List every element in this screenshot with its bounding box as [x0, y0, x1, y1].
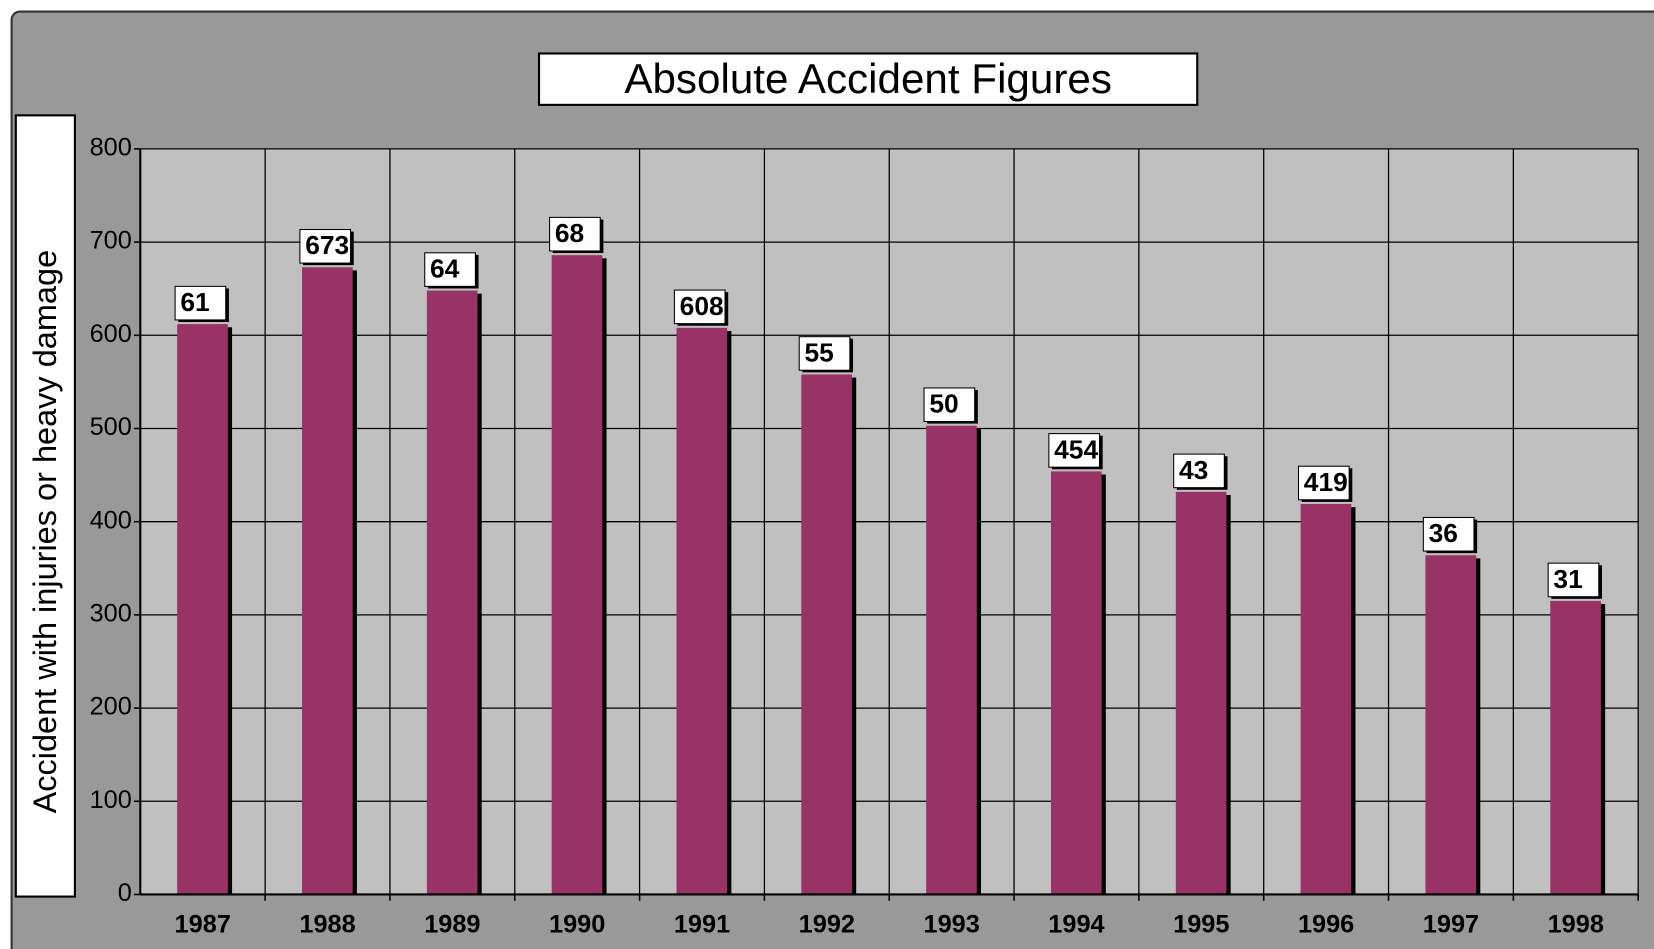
bar — [926, 425, 977, 895]
data-label: 50 — [929, 389, 958, 419]
bar — [1175, 491, 1227, 895]
data-label-box — [1297, 465, 1350, 501]
x-tick-label: 1998 — [1548, 911, 1604, 939]
marks: 61 673 64 68 608 55 50 454 43 419 36 31 — [174, 216, 1606, 895]
data-label: 673 — [305, 230, 349, 260]
data-label-box — [1547, 562, 1600, 598]
data-label: 608 — [680, 291, 724, 321]
bar — [1050, 471, 1102, 895]
data-label-box — [299, 228, 352, 264]
bar — [801, 374, 852, 895]
chart-title: Absolute Accident Figures — [624, 55, 1112, 102]
y-tick-label: 300 — [90, 600, 132, 628]
data-label-box — [798, 336, 851, 371]
title-box — [537, 52, 1199, 106]
bar — [302, 267, 353, 895]
data-label-box — [1173, 453, 1225, 489]
bar — [551, 255, 603, 895]
data-label: 64 — [430, 254, 460, 284]
bar — [177, 324, 228, 895]
data-label-box — [1048, 433, 1101, 468]
data-label: 43 — [1179, 455, 1208, 485]
x-tick-label: 1995 — [1173, 911, 1229, 939]
x-tick-label: 1996 — [1298, 911, 1354, 939]
data-label: 55 — [804, 338, 833, 368]
data-label: 36 — [1429, 518, 1458, 548]
y-tick-label: 500 — [90, 413, 132, 441]
bar — [1300, 503, 1352, 895]
x-tick-label: 1987 — [175, 911, 231, 939]
data-label: 31 — [1553, 564, 1582, 594]
data-label-box — [923, 387, 976, 423]
x-tick-label: 1997 — [1423, 911, 1479, 939]
bar — [1425, 555, 1477, 895]
grid — [139, 148, 1639, 896]
bar — [676, 327, 728, 895]
data-label: 68 — [555, 218, 584, 248]
x-tick-label: 1989 — [424, 911, 480, 939]
y-axis-label: Accident with injuries or heavy damage — [26, 250, 63, 814]
x-tick-label: 1988 — [299, 911, 355, 939]
bar — [1550, 600, 1601, 895]
x-tick-label: 1991 — [674, 911, 730, 939]
data-label-box — [174, 285, 227, 321]
y-tick-label: 800 — [90, 134, 132, 162]
data-label-box — [1422, 516, 1475, 552]
y-tick-label: 400 — [90, 506, 132, 534]
bar — [426, 290, 478, 895]
data-label-box — [549, 216, 601, 252]
x-tick-label: 1994 — [1048, 911, 1104, 939]
data-label: 454 — [1054, 434, 1098, 464]
y-tick-label: 100 — [90, 786, 132, 814]
x-tick-label: 1992 — [799, 911, 855, 939]
y-tick-label: 700 — [90, 227, 132, 255]
x-tick-label: 1993 — [923, 911, 979, 939]
y-tick-label: 600 — [90, 320, 132, 348]
x-tick-label: 1990 — [549, 911, 605, 939]
data-label-box — [424, 252, 476, 287]
data-label: 61 — [180, 287, 209, 317]
y-label-box — [14, 114, 76, 898]
y-tick-label: 0 — [118, 879, 132, 907]
data-label: 419 — [1304, 467, 1348, 497]
y-tick-label: 200 — [90, 693, 132, 721]
data-label-box — [673, 289, 726, 325]
